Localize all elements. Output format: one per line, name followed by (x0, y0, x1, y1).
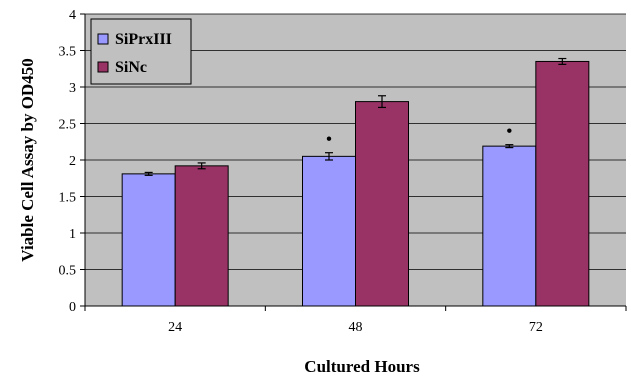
y-axis-title: Viable Cell Assay by OD450 (18, 58, 37, 261)
y-tick-label: 0 (69, 300, 76, 315)
y-tick-label: 4 (69, 8, 76, 23)
legend-swatch-sinc (97, 61, 109, 73)
bar-sinc-48 (355, 101, 409, 307)
y-tick-label: 3.5 (59, 45, 77, 60)
error-bars (144, 57, 567, 176)
x-tick-label: 48 (349, 320, 363, 335)
legend-box (90, 18, 192, 85)
bar-sinc-24 (174, 165, 229, 307)
x-tick-label: 72 (529, 320, 543, 335)
bar-siprxiii-24 (121, 173, 176, 307)
bar-siprxiii-72 (482, 145, 537, 307)
x-axis-ticks: 24 48 72 (84, 306, 627, 335)
x-tick-label: 24 (168, 320, 182, 335)
bars (121, 60, 590, 307)
bar-sinc-72 (535, 60, 590, 307)
bar-siprxiii-48 (302, 155, 356, 307)
y-tick-label: 3 (69, 81, 76, 96)
legend-label-siprxiii: SiPrxIII (115, 31, 172, 48)
y-axis-ticks: 0 0.5 1 1.5 2 2.5 3 3.5 4 (59, 8, 85, 315)
y-tick-label: 1 (69, 227, 76, 242)
legend-label-sinc: SiNc (115, 59, 147, 76)
y-tick-label: 2.5 (59, 118, 77, 133)
legend-swatch-siprxiii (97, 33, 109, 45)
y-tick-label: 2 (69, 154, 76, 169)
y-tick-label: 1.5 (59, 191, 77, 206)
legend: SiPrxIII SiNc (90, 18, 192, 85)
significance-dot (507, 128, 512, 133)
significance-markers (326, 128, 512, 141)
y-tick-label: 0.5 (59, 264, 77, 279)
x-axis-title: Cultured Hours (304, 357, 420, 376)
significance-dot (326, 136, 332, 141)
